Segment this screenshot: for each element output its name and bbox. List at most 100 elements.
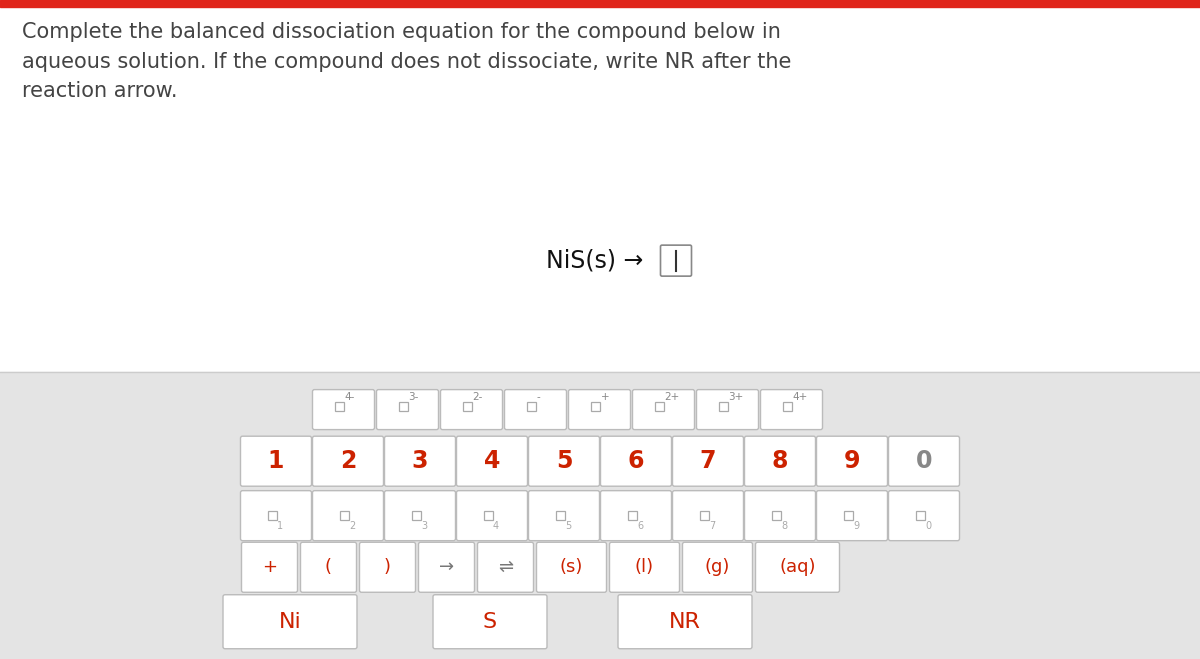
Text: -: - — [536, 391, 540, 401]
Text: NR: NR — [670, 612, 701, 632]
FancyBboxPatch shape — [433, 594, 547, 648]
FancyBboxPatch shape — [744, 491, 816, 540]
Text: Complete the balanced dissociation equation for the compound below in
aqueous so: Complete the balanced dissociation equat… — [22, 22, 791, 101]
Text: (s): (s) — [560, 558, 583, 576]
Bar — [628, 511, 636, 520]
FancyBboxPatch shape — [536, 542, 606, 592]
FancyBboxPatch shape — [504, 389, 566, 430]
FancyBboxPatch shape — [240, 436, 312, 486]
Bar — [784, 402, 792, 411]
Bar — [527, 402, 536, 411]
FancyBboxPatch shape — [600, 436, 672, 486]
Text: S: S — [482, 612, 497, 632]
FancyBboxPatch shape — [816, 436, 888, 486]
Bar — [412, 511, 420, 520]
Text: 1: 1 — [277, 521, 283, 531]
Text: 3: 3 — [412, 449, 428, 473]
FancyBboxPatch shape — [672, 491, 744, 540]
FancyBboxPatch shape — [384, 436, 456, 486]
FancyBboxPatch shape — [683, 542, 752, 592]
Text: (g): (g) — [704, 558, 730, 576]
FancyBboxPatch shape — [744, 436, 816, 486]
FancyBboxPatch shape — [223, 594, 358, 648]
Bar — [916, 511, 924, 520]
Text: 5: 5 — [556, 449, 572, 473]
Bar — [484, 511, 492, 520]
FancyBboxPatch shape — [672, 436, 744, 486]
FancyBboxPatch shape — [312, 436, 384, 486]
Text: 4: 4 — [493, 521, 499, 531]
FancyBboxPatch shape — [456, 436, 528, 486]
FancyBboxPatch shape — [419, 542, 474, 592]
Text: 6: 6 — [637, 521, 643, 531]
Bar — [844, 511, 852, 520]
FancyBboxPatch shape — [632, 389, 695, 430]
Text: +: + — [262, 558, 277, 576]
Bar — [556, 511, 564, 520]
FancyBboxPatch shape — [377, 389, 438, 430]
Text: 2: 2 — [340, 449, 356, 473]
Text: 7: 7 — [700, 449, 716, 473]
Bar — [340, 511, 348, 520]
Text: 2+: 2+ — [665, 391, 679, 401]
FancyBboxPatch shape — [761, 389, 822, 430]
FancyBboxPatch shape — [816, 491, 888, 540]
Text: 2-: 2- — [473, 391, 482, 401]
Bar — [268, 511, 276, 520]
FancyBboxPatch shape — [440, 389, 503, 430]
Bar — [655, 402, 664, 411]
Bar — [398, 402, 408, 411]
Text: 4+: 4+ — [792, 391, 808, 401]
FancyBboxPatch shape — [456, 491, 528, 540]
FancyBboxPatch shape — [312, 491, 384, 540]
FancyBboxPatch shape — [312, 389, 374, 430]
FancyBboxPatch shape — [300, 542, 356, 592]
Bar — [700, 511, 708, 520]
Text: 3-: 3- — [408, 391, 419, 401]
Text: NiS(s) →: NiS(s) → — [546, 248, 643, 273]
FancyBboxPatch shape — [888, 436, 960, 486]
Bar — [463, 402, 472, 411]
Text: Ni: Ni — [278, 612, 301, 632]
Text: 1: 1 — [268, 449, 284, 473]
Text: 3+: 3+ — [728, 391, 744, 401]
Text: →: → — [439, 558, 454, 576]
FancyBboxPatch shape — [241, 542, 298, 592]
Text: 2: 2 — [349, 521, 355, 531]
Text: ⇌: ⇌ — [498, 558, 514, 576]
Text: +: + — [600, 391, 610, 401]
Text: 9: 9 — [844, 449, 860, 473]
Text: 5: 5 — [565, 521, 571, 531]
Text: (aq): (aq) — [779, 558, 816, 576]
FancyBboxPatch shape — [888, 491, 960, 540]
Bar — [592, 402, 600, 411]
Text: 8: 8 — [781, 521, 787, 531]
Bar — [0, 372, 1200, 659]
FancyBboxPatch shape — [610, 542, 679, 592]
Text: (: ( — [325, 558, 332, 576]
FancyBboxPatch shape — [696, 389, 758, 430]
Text: 6: 6 — [628, 449, 644, 473]
FancyBboxPatch shape — [360, 542, 415, 592]
Text: 4-: 4- — [344, 391, 355, 401]
Text: 9: 9 — [853, 521, 859, 531]
FancyBboxPatch shape — [240, 491, 312, 540]
FancyBboxPatch shape — [528, 491, 600, 540]
Text: 4: 4 — [484, 449, 500, 473]
Bar — [0, 0, 1200, 372]
Text: ): ) — [384, 558, 391, 576]
FancyBboxPatch shape — [756, 542, 840, 592]
FancyBboxPatch shape — [528, 436, 600, 486]
Bar — [0, 0, 1200, 7]
FancyBboxPatch shape — [569, 389, 630, 430]
FancyBboxPatch shape — [478, 542, 534, 592]
Bar — [772, 511, 780, 520]
FancyBboxPatch shape — [660, 245, 691, 276]
Text: 7: 7 — [709, 521, 715, 531]
Bar — [335, 402, 344, 411]
Text: (l): (l) — [635, 558, 654, 576]
Text: 0: 0 — [916, 449, 932, 473]
Text: 8: 8 — [772, 449, 788, 473]
FancyBboxPatch shape — [384, 491, 456, 540]
Text: 0: 0 — [925, 521, 931, 531]
